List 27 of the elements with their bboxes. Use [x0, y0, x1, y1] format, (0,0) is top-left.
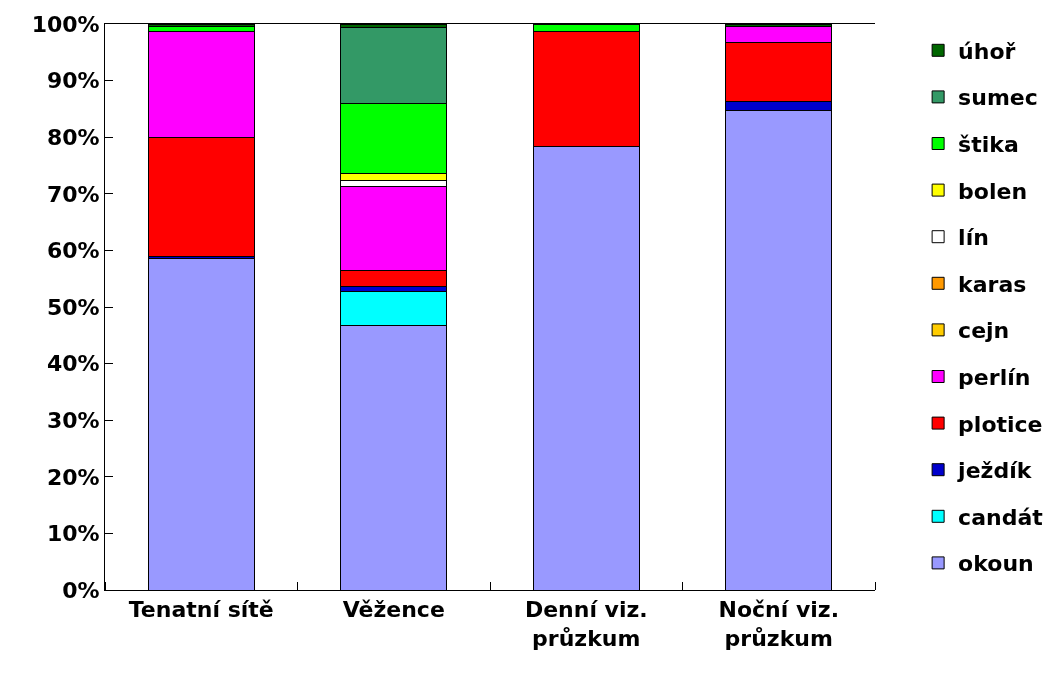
- legend-label: perlín: [958, 365, 1031, 391]
- x-tick-label: Tenatní sítě: [128, 597, 274, 623]
- x-tick-label: Věžence: [342, 597, 445, 623]
- y-tick-label: 100%: [31, 11, 100, 37]
- x-tick-label: Noční viz. průzkum: [718, 597, 839, 651]
- legend-label: okoun: [958, 551, 1034, 577]
- legend-label: karas: [958, 271, 1027, 297]
- legend-label: úhoř: [958, 38, 1016, 64]
- x-tick-label: Denní viz. průzkum: [524, 597, 648, 651]
- legend-label: ježdík: [957, 458, 1033, 484]
- y-tick-label: 20%: [46, 464, 100, 490]
- y-tick-label: 10%: [46, 521, 100, 547]
- y-tick-label: 80%: [46, 124, 100, 150]
- y-tick-label: 60%: [46, 238, 100, 264]
- legend-label: sumec: [958, 85, 1038, 111]
- legend-label: candát: [958, 504, 1044, 530]
- legend-label: bolen: [958, 178, 1028, 204]
- legend-label: plotice: [958, 411, 1043, 437]
- y-tick-label: 90%: [46, 68, 100, 94]
- y-tick-label: 30%: [46, 407, 100, 433]
- y-tick-label: 40%: [46, 351, 100, 377]
- y-tick-label: 50%: [46, 294, 100, 320]
- y-tick-label: 70%: [46, 181, 100, 207]
- legend-label: cejn: [958, 318, 1010, 344]
- legend-label: lín: [958, 225, 989, 251]
- y-tick-label: 0%: [62, 577, 100, 603]
- legend-label: štika: [958, 132, 1019, 158]
